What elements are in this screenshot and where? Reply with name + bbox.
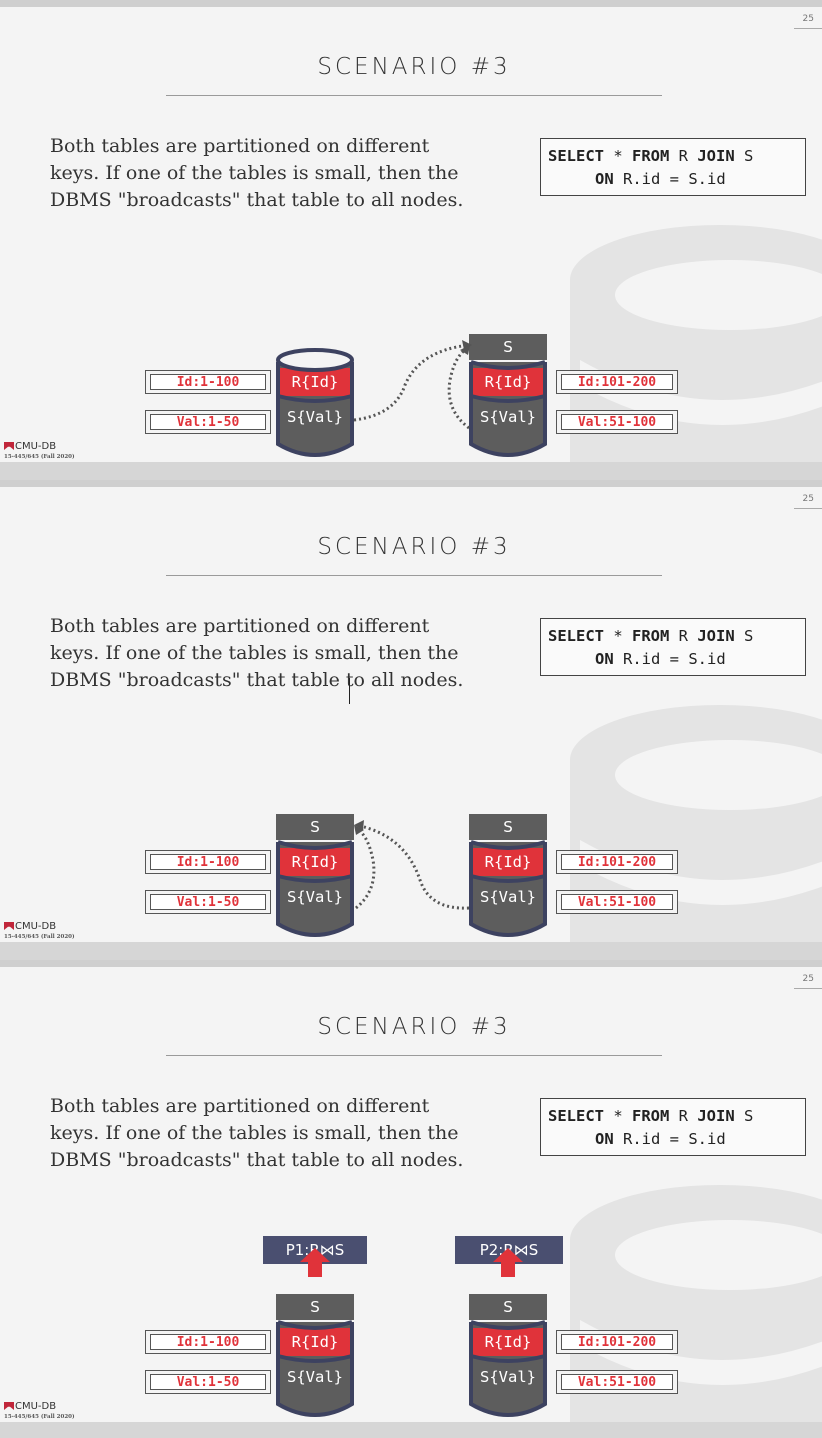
cmu-db-logo: CMU-DB [4, 1401, 56, 1412]
left-val-label: Val:1-50 [145, 410, 271, 434]
db-row-s: S{Val} [480, 888, 536, 906]
slide-top-bar [0, 480, 822, 487]
db-row-r: R{Id} [484, 853, 532, 871]
db-row-s: S{Val} [480, 408, 536, 426]
slide-number-rule [794, 508, 822, 509]
body-text: Both tables are partitioned on different… [50, 615, 464, 691]
title-rule [166, 575, 662, 576]
left-id-label: Id:1-100 [145, 850, 271, 874]
s-block: S [276, 1294, 354, 1320]
s-block: S [276, 814, 354, 840]
db-row-r: R{Id} [291, 373, 339, 391]
node-2-database: R{Id} S{Val} [469, 828, 547, 942]
p2-join-label: P2:R⋈S [455, 1236, 563, 1264]
slide-top-bar [0, 960, 822, 967]
right-id-label: Id:101-200 [556, 1330, 678, 1354]
db-row-r: R{Id} [484, 1333, 532, 1351]
right-id-label: Id:101-200 [556, 370, 678, 394]
node-1-database: R{Id} S{Val} [276, 828, 354, 942]
left-id-label: Id:1-100 [145, 1330, 271, 1354]
slide-number: 25 [802, 14, 814, 24]
sql-query-box: SELECT * FROM R JOIN S ON R.id = S.id [540, 138, 806, 196]
db-row-s: S{Val} [287, 1368, 343, 1386]
right-val-label: Val:51-100 [556, 1370, 678, 1394]
cmu-db-logo-icon [4, 1402, 14, 1410]
body-text: Both tables are partitioned on different… [50, 135, 464, 211]
right-val-label: Val:51-100 [556, 890, 678, 914]
text-cursor [349, 678, 350, 704]
slide-2: 25 SCENARIO #3 Both tables are partition… [0, 480, 822, 942]
slide-1: 25 SCENARIO #3 Both tables are partition… [0, 0, 822, 462]
slide-top-bar [0, 0, 822, 7]
sql-line-2: ON R.id = S.id [595, 1130, 726, 1148]
cmu-db-logo-icon [4, 442, 14, 450]
slide-title: SCENARIO #3 [317, 1014, 511, 1040]
slide-number: 25 [802, 494, 814, 504]
slide-number-rule [794, 988, 822, 989]
cmu-db-logo: CMU-DB [4, 441, 56, 452]
cmu-db-logo: CMU-DB [4, 921, 56, 932]
sql-line-2: ON R.id = S.id [595, 170, 726, 188]
db-row-s: S{Val} [287, 888, 343, 906]
db-row-s: S{Val} [287, 408, 343, 426]
sql-query-box: SELECT * FROM R JOIN S ON R.id = S.id [540, 618, 806, 676]
sql-line-1: SELECT * FROM R JOIN S [548, 627, 754, 645]
body-text: Both tables are partitioned on different… [50, 1095, 464, 1171]
db-row-r: R{Id} [291, 1333, 339, 1351]
left-val-label: Val:1-50 [145, 890, 271, 914]
node-2-database: R{Id} S{Val} [469, 348, 547, 462]
node-1-database: R{Id} S{Val} [276, 1308, 354, 1422]
db-row-r: R{Id} [484, 373, 532, 391]
p1-join-label: P1:R⋈S [263, 1236, 367, 1264]
sql-query-box: SELECT * FROM R JOIN S ON R.id = S.id [540, 1098, 806, 1156]
left-id-label: Id:1-100 [145, 370, 271, 394]
title-rule [166, 1055, 662, 1056]
sql-line-2: ON R.id = S.id [595, 650, 726, 668]
right-val-label: Val:51-100 [556, 410, 678, 434]
course-label: 15-445/645 (Fall 2020) [4, 934, 75, 940]
left-val-label: Val:1-50 [145, 1370, 271, 1394]
node-1-database: R{Id} S{Val} [276, 348, 354, 462]
title-rule [166, 95, 662, 96]
course-label: 15-445/645 (Fall 2020) [4, 1414, 75, 1420]
db-row-r: R{Id} [291, 853, 339, 871]
slide-title: SCENARIO #3 [317, 534, 511, 560]
right-id-label: Id:101-200 [556, 850, 678, 874]
db-row-s: S{Val} [480, 1368, 536, 1386]
s-block: S [469, 334, 547, 360]
s-block: S [469, 814, 547, 840]
course-label: 15-445/645 (Fall 2020) [4, 454, 75, 460]
sql-line-1: SELECT * FROM R JOIN S [548, 1107, 754, 1125]
slide-number: 25 [802, 974, 814, 984]
slide-number-rule [794, 28, 822, 29]
sql-line-1: SELECT * FROM R JOIN S [548, 147, 754, 165]
slide-3: 25 SCENARIO #3 Both tables are partition… [0, 960, 822, 1422]
s-block: S [469, 1294, 547, 1320]
cmu-db-logo-icon [4, 922, 14, 930]
node-2-database: R{Id} S{Val} [469, 1308, 547, 1422]
slide-title: SCENARIO #3 [317, 54, 511, 80]
